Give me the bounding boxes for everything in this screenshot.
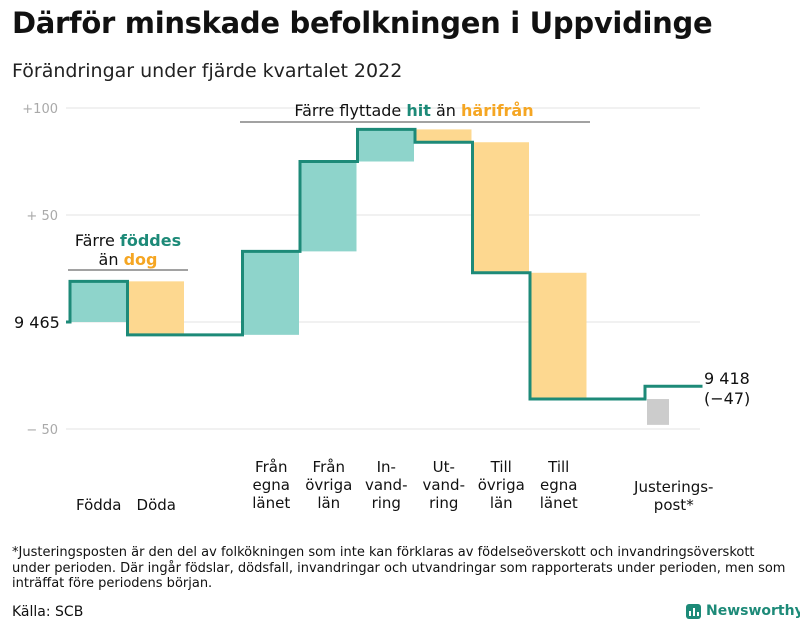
category-label: Födda — [76, 496, 122, 514]
category-label: In-vand-ring — [365, 458, 408, 512]
end-value-label: 9 418 — [704, 369, 750, 388]
waterfall-bar — [243, 251, 299, 335]
waterfall-bar — [473, 142, 529, 273]
category-label: Från övriga län — [305, 458, 352, 512]
annotations: Färre flyttade hit än härifrån Färre född… — [68, 101, 590, 271]
category-label: Till övriga län — [478, 458, 525, 512]
end-change-label: (−47) — [704, 389, 750, 408]
migration-annotation: Färre flyttade hit än härifrån — [294, 101, 533, 120]
bars — [71, 129, 669, 425]
category-label: Från egna länet — [252, 458, 290, 512]
labels: +100 + 50 − 50 Födda Döda Från egna länet Från öv… — [14, 102, 750, 514]
waterfall-bar — [416, 129, 472, 143]
chart-title: Därför minskade befolkningen i Uppviding… — [12, 6, 713, 40]
waterfall-bar — [358, 129, 414, 162]
waterfall-bar — [531, 272, 587, 400]
waterfall-bar — [301, 161, 357, 252]
bar-chart-logo-icon — [686, 603, 701, 619]
waterfall-bar — [647, 399, 669, 425]
y-tick-label: + 50 — [26, 209, 58, 224]
footnote: *Justeringsposten är den del av folkökni… — [12, 545, 786, 591]
category-label: Till egna länet — [540, 458, 578, 512]
brand-logo: Newsworthy — [686, 603, 800, 619]
start-value-label: 9 465 — [14, 313, 60, 332]
category-label: Döda — [137, 496, 176, 514]
chart-subtitle: Förändringar under fjärde kvartalet 2022 — [12, 60, 403, 82]
waterfall-bar — [128, 281, 184, 335]
y-tick-label: +100 — [22, 102, 58, 117]
births-annotation: Färre föddes — [75, 231, 181, 250]
waterfall-chart: +100 + 50 − 50 Födda Döda Från egna länet Från öv… — [14, 101, 750, 514]
category-label: Ut-vand-ring — [422, 458, 465, 512]
category-label: Justerings-post* — [633, 478, 713, 514]
waterfall-bar — [71, 281, 127, 322]
deaths-annotation: än dog — [99, 250, 158, 269]
y-tick-label: − 50 — [26, 423, 58, 438]
source: Källa: SCB — [12, 604, 84, 620]
step-line — [66, 127, 703, 401]
brand-name: Newsworthy — [706, 603, 800, 619]
